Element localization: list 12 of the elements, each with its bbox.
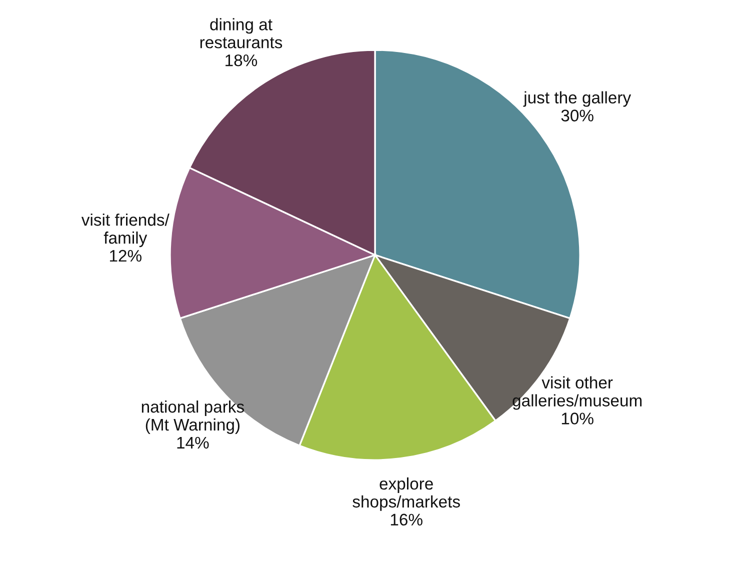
data-label: 16%	[390, 514, 422, 526]
data-label: 18%	[226, 54, 258, 66]
slice-label: just the gallery	[523, 91, 632, 107]
data-label: 14%	[177, 436, 209, 449]
slice-label: visit friends/ family	[81, 214, 170, 248]
data-label: 30%	[561, 110, 594, 122]
data-label: 10%	[562, 412, 594, 424]
data-label: 12%	[110, 250, 142, 262]
slice-label: visit other galleries/museum	[512, 376, 642, 410]
slice-label: dining at restaurants	[200, 18, 282, 48]
slice-label: explore shops/markets	[352, 477, 460, 511]
slice-label: national parks (Mt Warning)	[142, 400, 244, 434]
